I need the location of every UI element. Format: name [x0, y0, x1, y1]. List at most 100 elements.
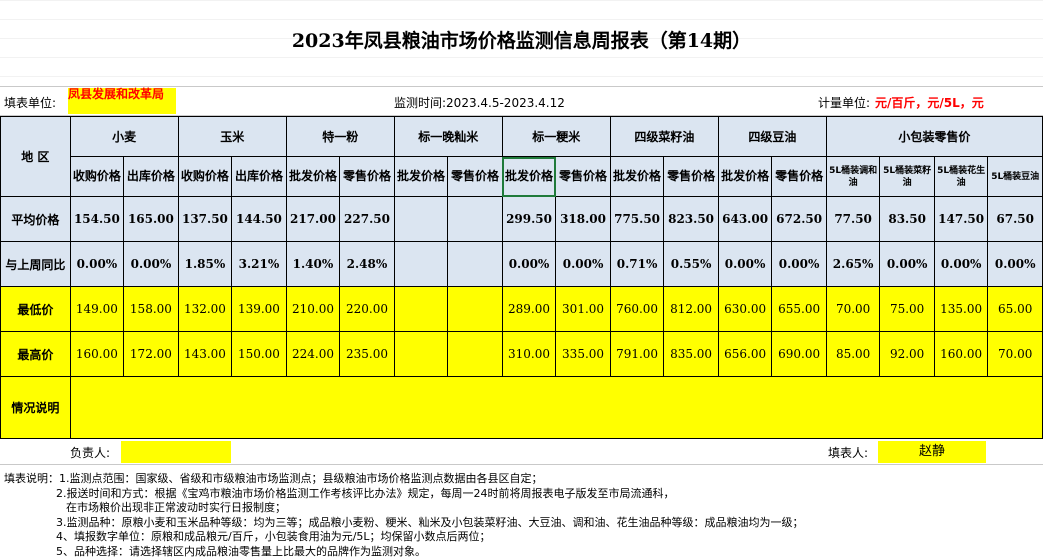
value-cell[interactable]: 85.00: [825, 331, 881, 377]
value-cell[interactable]: [447, 196, 503, 242]
value-cell[interactable]: 0.71%: [609, 241, 665, 287]
value-cell[interactable]: 2.65%: [825, 241, 881, 287]
value-cell[interactable]: [447, 241, 503, 287]
value-cell[interactable]: 835.00: [663, 331, 719, 377]
region-header: 地 区: [0, 116, 71, 197]
value-cell[interactable]: 310.00: [501, 331, 557, 377]
sub-header-selected-cell[interactable]: 批发价格: [501, 156, 557, 197]
value-cell[interactable]: 165.00: [123, 196, 179, 242]
value-cell[interactable]: 139.00: [231, 286, 287, 332]
sub-header: 零售价格: [339, 156, 395, 197]
note-line: 5、品种选择：请选择辖区内成品粮油零售量上比最大的品牌作为监测对象。: [56, 544, 426, 558]
value-cell[interactable]: 77.50: [825, 196, 881, 242]
value-cell[interactable]: 149.00: [69, 286, 125, 332]
value-cell[interactable]: 812.00: [663, 286, 719, 332]
unit-value[interactable]: 凤县发展和改革局: [68, 88, 176, 114]
value-cell[interactable]: 210.00: [285, 286, 341, 332]
value-cell[interactable]: 0.55%: [663, 241, 719, 287]
value-cell[interactable]: 160.00: [933, 331, 989, 377]
measure-label: 计量单位:: [818, 96, 871, 110]
value-cell[interactable]: 0.00%: [123, 241, 179, 287]
sub-header: 5L桶装菜籽油: [879, 156, 935, 197]
value-cell[interactable]: 1.40%: [285, 241, 341, 287]
value-cell[interactable]: 0.00%: [933, 241, 989, 287]
situation-note-cell[interactable]: [69, 376, 1043, 439]
note-line: 在市场粮价出现非正常波动时实行日报制度；: [66, 501, 286, 515]
value-cell[interactable]: 83.50: [879, 196, 935, 242]
value-cell[interactable]: 70.00: [825, 286, 881, 332]
value-cell[interactable]: 289.00: [501, 286, 557, 332]
value-cell[interactable]: 65.00: [987, 286, 1043, 332]
value-cell[interactable]: 0.00%: [501, 241, 557, 287]
value-cell[interactable]: 0.00%: [717, 241, 773, 287]
value-cell[interactable]: 2.48%: [339, 241, 395, 287]
value-cell[interactable]: 150.00: [231, 331, 287, 377]
row-max: 最高价 160.00 172.00 143.00 150.00 224.00 2…: [0, 331, 1043, 377]
value-cell[interactable]: 70.00: [987, 331, 1043, 377]
value-cell[interactable]: 3.21%: [231, 241, 287, 287]
value-cell[interactable]: 147.50: [933, 196, 989, 242]
value-cell[interactable]: 132.00: [177, 286, 233, 332]
value-cell[interactable]: 1.85%: [177, 241, 233, 287]
sub-header: 批发价格: [393, 156, 449, 197]
value-cell[interactable]: 760.00: [609, 286, 665, 332]
value-cell[interactable]: 172.00: [123, 331, 179, 377]
value-cell[interactable]: 143.00: [177, 331, 233, 377]
value-cell[interactable]: 318.00: [555, 196, 611, 242]
sub-header: 5L桶装调和油: [825, 156, 881, 197]
value-cell[interactable]: 217.00: [285, 196, 341, 242]
value-cell[interactable]: 227.50: [339, 196, 395, 242]
value-cell[interactable]: 0.00%: [69, 241, 125, 287]
note-line: 填表说明：1.监测点范围：国家级、省级和市级粮油市场监测点；县级粮油市场价格监测…: [4, 472, 543, 485]
group-header: 四级豆油: [717, 116, 827, 157]
value-cell[interactable]: 92.00: [879, 331, 935, 377]
sub-header: 零售价格: [771, 156, 827, 197]
unit-label: 填表单位:: [4, 96, 57, 110]
value-cell[interactable]: 335.00: [555, 331, 611, 377]
value-cell[interactable]: 0.00%: [987, 241, 1043, 287]
row-label: 最低价: [0, 286, 71, 332]
value-cell[interactable]: [393, 331, 449, 377]
row-situation: 情况说明: [0, 376, 1043, 439]
value-cell[interactable]: 235.00: [339, 331, 395, 377]
value-cell[interactable]: 656.00: [717, 331, 773, 377]
value-cell[interactable]: 823.50: [663, 196, 719, 242]
value-cell[interactable]: [447, 331, 503, 377]
responsible-value[interactable]: [121, 441, 231, 463]
sub-header: 5L桶装花生油: [933, 156, 989, 197]
value-cell[interactable]: 630.00: [717, 286, 773, 332]
value-cell[interactable]: [393, 241, 449, 287]
value-cell[interactable]: 0.00%: [771, 241, 827, 287]
value-cell[interactable]: 301.00: [555, 286, 611, 332]
value-cell[interactable]: 299.50: [501, 196, 557, 242]
value-cell[interactable]: 135.00: [933, 286, 989, 332]
value-cell[interactable]: 137.50: [177, 196, 233, 242]
fill-instructions: 填表说明：1.监测点范围：国家级、省级和市级粮油市场监测点；县级粮油市场价格监测…: [4, 472, 1039, 560]
value-cell[interactable]: 672.50: [771, 196, 827, 242]
value-cell[interactable]: 75.00: [879, 286, 935, 332]
value-cell[interactable]: 0.00%: [879, 241, 935, 287]
value-cell[interactable]: 160.00: [69, 331, 125, 377]
value-cell[interactable]: 655.00: [771, 286, 827, 332]
value-cell[interactable]: 643.00: [717, 196, 773, 242]
value-cell[interactable]: 144.50: [231, 196, 287, 242]
value-cell[interactable]: 220.00: [339, 286, 395, 332]
value-cell[interactable]: [393, 286, 449, 332]
sub-header: 批发价格: [285, 156, 341, 197]
row-average: 平均价格 154.50 165.00 137.50 144.50 217.00 …: [0, 196, 1043, 242]
sub-header: 出库价格: [123, 156, 179, 197]
filler-value[interactable]: 赵静: [878, 441, 986, 463]
value-cell[interactable]: 154.50: [69, 196, 125, 242]
value-cell[interactable]: 67.50: [987, 196, 1043, 242]
value-cell[interactable]: [393, 196, 449, 242]
measure-value: 元/百斤，元/5L，元: [875, 96, 984, 110]
value-cell[interactable]: 791.00: [609, 331, 665, 377]
value-cell[interactable]: 690.00: [771, 331, 827, 377]
footer-line: 负责人: 填表人: 赵静: [0, 440, 1043, 465]
value-cell[interactable]: [447, 286, 503, 332]
value-cell[interactable]: 775.50: [609, 196, 665, 242]
value-cell[interactable]: 0.00%: [555, 241, 611, 287]
group-header: 标一粳米: [501, 116, 611, 157]
value-cell[interactable]: 158.00: [123, 286, 179, 332]
value-cell[interactable]: 224.00: [285, 331, 341, 377]
